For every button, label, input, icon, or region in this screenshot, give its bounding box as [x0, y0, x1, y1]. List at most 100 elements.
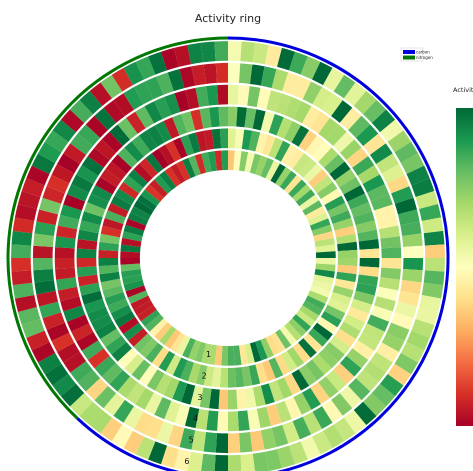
heatmap-cell — [423, 230, 445, 246]
heatmap-cell — [117, 348, 138, 369]
heatmap-cell — [312, 406, 333, 429]
heatmap-cell — [298, 158, 317, 178]
heatmap-cell — [228, 106, 238, 127]
heatmap-cell — [218, 389, 228, 410]
heatmap-cell — [121, 269, 142, 279]
heatmap-cell — [335, 233, 357, 245]
heatmap-cell — [314, 237, 335, 247]
heatmap-cell — [164, 167, 181, 187]
heatmap-cell — [148, 441, 168, 465]
heatmap-cell — [391, 186, 414, 204]
heatmap-cell — [346, 147, 369, 168]
heatmap-cell — [140, 309, 161, 327]
heatmap-cell — [98, 241, 119, 252]
heatmap-cell — [415, 190, 439, 209]
heatmap-cell — [79, 90, 103, 115]
heatmap-cell — [70, 361, 93, 383]
heatmap-cell — [315, 244, 336, 253]
heatmap-cell — [358, 266, 380, 277]
heatmap-cell — [329, 161, 351, 181]
heatmap-cell — [145, 153, 164, 174]
heatmap-cell — [207, 344, 217, 365]
heatmap-cell — [403, 258, 424, 271]
heatmap-cell — [397, 290, 420, 307]
heatmap-cell — [174, 90, 190, 112]
heatmap-cell — [63, 305, 86, 322]
heatmap-cell — [339, 176, 361, 195]
heatmap-cell — [139, 130, 158, 152]
heatmap-cell — [103, 100, 125, 123]
heatmap-cell — [270, 332, 286, 353]
heatmap-cell — [187, 132, 201, 154]
heatmap-cell — [209, 388, 220, 410]
heatmap-cell — [81, 290, 103, 305]
heatmap-cell — [118, 316, 140, 335]
heatmap-cell — [111, 341, 132, 362]
heatmap-cell — [343, 314, 365, 331]
heatmap-cell — [244, 107, 257, 129]
heatmap-cell — [99, 271, 121, 283]
heatmap-cell — [310, 382, 330, 405]
heatmap-cell — [305, 135, 325, 157]
heatmap-cell — [66, 184, 90, 202]
heatmap-cell — [120, 258, 141, 265]
heatmap-cell — [154, 96, 172, 120]
heatmap-cell — [117, 376, 138, 399]
heatmap-cell — [214, 150, 223, 171]
heatmap-cell — [182, 157, 196, 179]
legend-swatch-nitrogen — [403, 55, 415, 60]
heatmap-cell — [37, 141, 62, 163]
colorbar-gradient — [456, 108, 473, 426]
heatmap-cell — [270, 163, 286, 184]
heatmap-cell — [123, 224, 145, 237]
heatmap-cell — [180, 134, 195, 156]
heatmap-cell — [280, 144, 298, 166]
heatmap-cell — [87, 147, 110, 168]
heatmap-cell — [260, 111, 275, 133]
heatmap-cell — [101, 131, 123, 153]
heatmap-cell — [124, 354, 145, 375]
heatmap-cell — [217, 411, 228, 432]
heatmap-cell — [284, 322, 302, 342]
heatmap-cell — [87, 348, 110, 369]
heatmap-cell — [286, 148, 305, 170]
heatmap-cell — [46, 322, 70, 342]
heatmap-cell — [187, 362, 201, 384]
heatmap-cell — [260, 157, 274, 179]
heatmap-cell — [172, 357, 188, 379]
heatmap-cell — [160, 47, 179, 71]
heatmap-cell — [322, 399, 343, 423]
heatmap-cell — [77, 274, 99, 287]
heatmap-cell — [164, 400, 181, 423]
heatmap-cell — [276, 377, 293, 399]
heatmap-cell — [81, 340, 104, 360]
heatmap-cell — [54, 258, 75, 269]
heatmap-cell — [343, 185, 365, 202]
heatmap-cell — [252, 385, 266, 407]
heatmap-cell — [79, 401, 103, 426]
heatmap-cell — [172, 380, 188, 402]
heatmap-cell — [209, 106, 220, 128]
heatmap-cell — [36, 290, 59, 307]
heatmap-cell — [248, 130, 261, 152]
heatmap-cell — [277, 47, 296, 71]
heatmap-cell — [357, 331, 380, 351]
heatmap-cell — [109, 369, 131, 392]
heatmap-cell — [376, 286, 399, 302]
heatmap-cell — [190, 109, 204, 131]
heatmap-cell — [347, 193, 369, 210]
heatmap-cell — [379, 119, 404, 143]
legend-label-carbon: carbon — [416, 50, 430, 55]
heatmap-cell — [355, 282, 377, 296]
ring-label-6: 6 — [184, 457, 189, 466]
heatmap-cell — [307, 212, 329, 226]
heatmap-cell — [355, 124, 379, 147]
heatmap-cell — [333, 74, 356, 99]
heatmap-cell — [101, 363, 123, 385]
heatmap-cell — [195, 130, 208, 152]
heatmap-cell — [42, 312, 65, 330]
heatmap-cell — [33, 233, 54, 247]
heatmap-cell — [39, 197, 62, 215]
heatmap-cell — [135, 56, 156, 80]
heatmap-cell — [203, 365, 215, 387]
